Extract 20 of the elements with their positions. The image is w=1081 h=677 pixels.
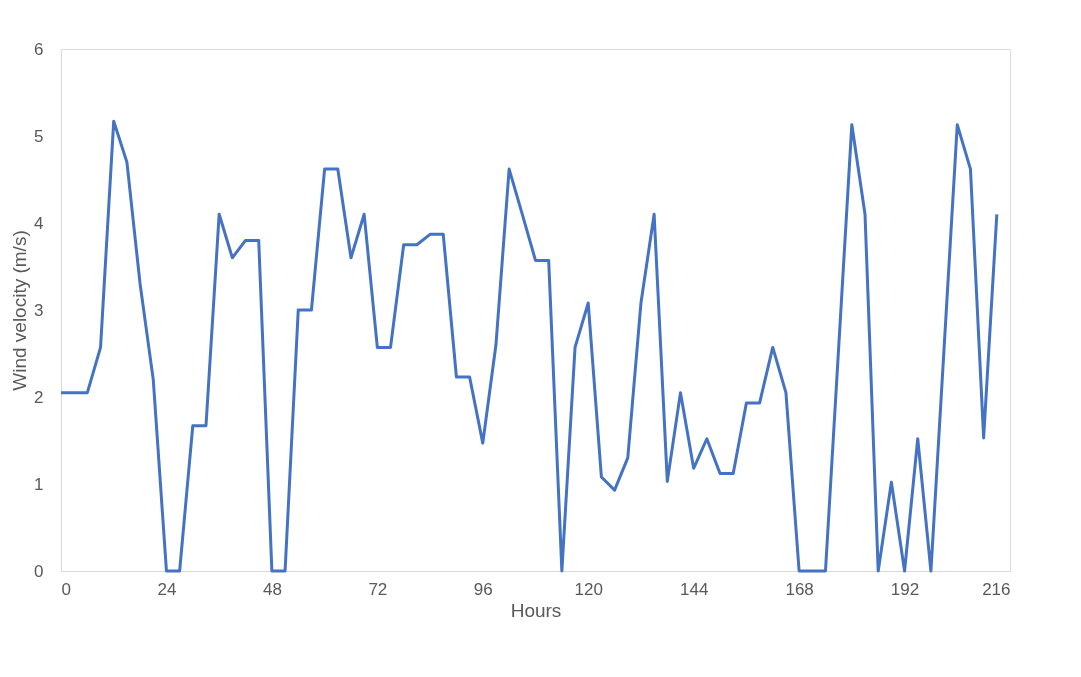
- x-tick-label: 0: [61, 579, 71, 599]
- x-tick-label: 48: [262, 579, 282, 599]
- x-tick-label: 24: [157, 579, 177, 599]
- y-tick-label: 2: [34, 387, 44, 407]
- x-axis-title: Hours: [510, 599, 562, 621]
- x-tick-label: 216: [982, 579, 1011, 599]
- x-tick-label: 168: [785, 579, 814, 599]
- y-tick-label: 1: [34, 474, 44, 494]
- line-series: [59, 119, 999, 573]
- x-tick-label: 120: [574, 579, 603, 599]
- y-tick-label: 5: [34, 126, 44, 146]
- y-tick-label: 6: [34, 39, 44, 59]
- x-tick-label: 96: [473, 579, 493, 599]
- y-tick-label: 3: [34, 300, 44, 320]
- x-tick-label: 72: [368, 579, 388, 599]
- x-tick-label: 192: [890, 579, 920, 599]
- y-tick-label: 4: [34, 213, 44, 233]
- y-axis-title: Wind velocity (m/s): [9, 230, 31, 391]
- x-tick-label: 144: [679, 579, 709, 599]
- y-tick-label: 0: [34, 561, 44, 581]
